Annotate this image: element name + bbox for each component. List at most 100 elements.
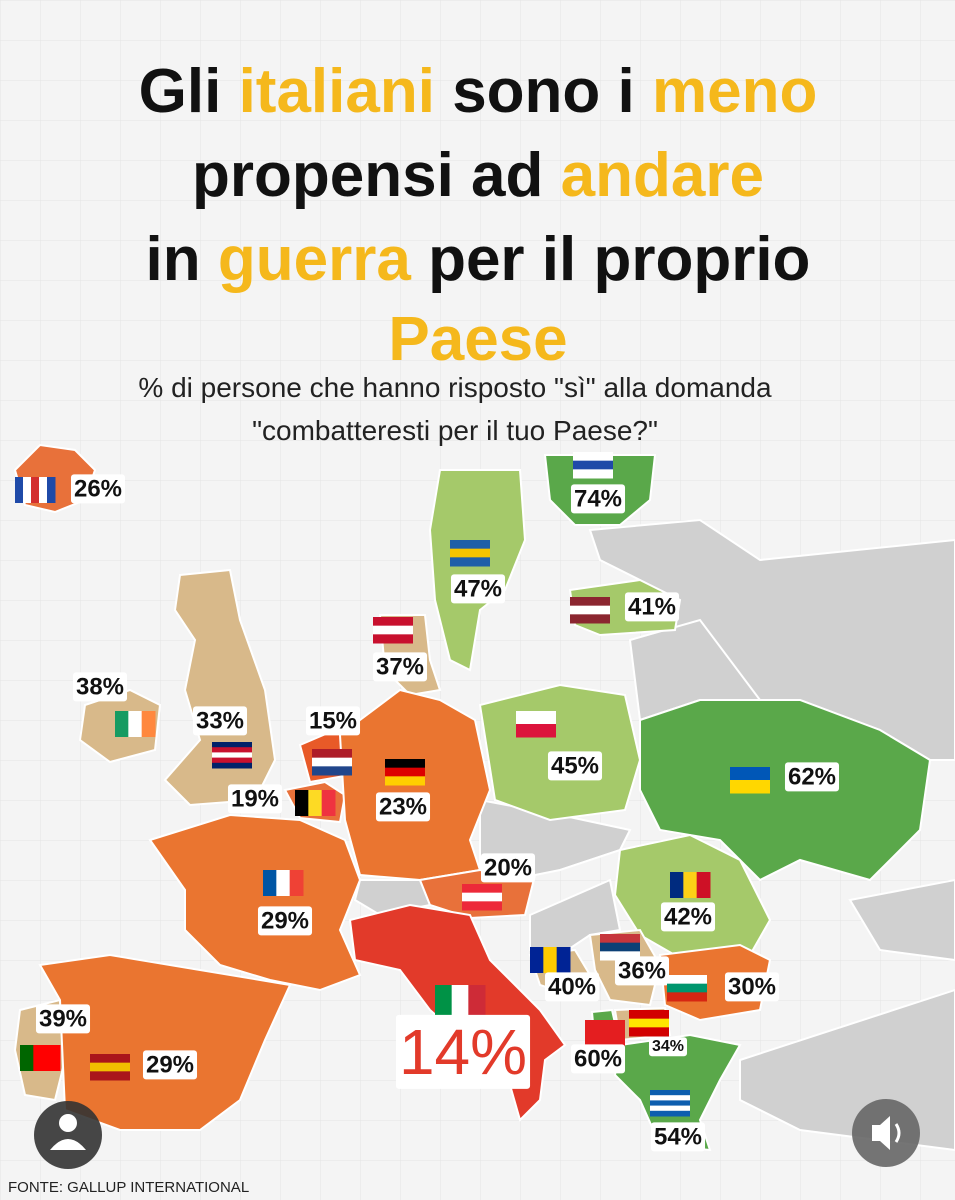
flag-stripe: [385, 759, 425, 769]
label-box: [72, 672, 128, 702]
flag: [312, 749, 352, 776]
flag: [20, 1045, 61, 1071]
country-label: 37%: [376, 653, 424, 680]
flag-stripe: [570, 597, 610, 607]
flag: [629, 1010, 669, 1037]
flag: [462, 884, 502, 911]
flag: [530, 947, 571, 973]
label-box: [395, 1014, 531, 1089]
flag-stripe: [23, 477, 32, 503]
label-box: [570, 1044, 626, 1074]
country-label: 15%: [309, 707, 357, 734]
label-box: [648, 1037, 688, 1057]
flag: [90, 1054, 130, 1081]
other-land: [353, 518, 955, 1152]
flag-stripe: [435, 985, 453, 1019]
flag-stripe: [683, 872, 698, 898]
flag-stripe: [650, 1100, 690, 1107]
flag-stripe: [667, 992, 707, 1002]
country-label: 54%: [654, 1123, 702, 1150]
flag-stripe: [33, 1045, 48, 1071]
flag-stripe: [115, 711, 129, 737]
flag: [667, 975, 707, 1002]
country-label: 41%: [628, 593, 676, 620]
label-box: [450, 574, 506, 604]
flag-stripe: [516, 724, 556, 738]
label-box: [257, 906, 313, 936]
flag-stripe: [312, 757, 352, 767]
flag: [450, 540, 490, 567]
flag-stripe: [600, 942, 640, 952]
flag-stripe: [141, 711, 156, 737]
flag-stripe: [650, 1095, 690, 1101]
flag: [263, 870, 304, 896]
country-label: 19%: [231, 785, 279, 812]
country-label: 29%: [146, 1051, 194, 1078]
flag-stripe: [31, 477, 40, 503]
flag: [585, 1020, 625, 1047]
flag-stripe: [450, 540, 490, 550]
flag-stripe: [373, 634, 413, 644]
label-box: [544, 972, 600, 1002]
label-box: [724, 972, 780, 1002]
flag: [600, 934, 640, 961]
flag-stripe: [730, 780, 770, 794]
profile-button[interactable]: [34, 1101, 102, 1169]
flag-stripe: [321, 790, 336, 816]
flag-stripe: [516, 711, 556, 725]
flag-stripe: [629, 1027, 669, 1037]
flag-stripe: [373, 625, 413, 635]
flag-stripe: [312, 749, 352, 759]
flag-stripe: [600, 934, 640, 944]
label-box: [192, 706, 248, 736]
country-label: 26%: [74, 475, 122, 502]
label-box: [305, 706, 361, 736]
flag-stripe: [573, 460, 613, 470]
flag-stripe: [629, 1018, 669, 1028]
flag: [573, 452, 613, 479]
label-box: [142, 1050, 198, 1080]
flag-stripe: [212, 742, 252, 748]
country: [428, 469, 527, 672]
flag-stripe: [468, 985, 486, 1019]
title-word: italiani: [239, 57, 435, 126]
label-box: [784, 762, 840, 792]
flag-stripe: [212, 747, 252, 753]
title-word: Paese: [388, 305, 567, 374]
flag: [373, 617, 413, 644]
title-line: Paese: [388, 305, 567, 374]
flag: [212, 742, 252, 769]
country-label: 42%: [664, 903, 712, 930]
country-label: 20%: [484, 854, 532, 881]
flag-stripe: [15, 477, 24, 503]
title-word: meno: [652, 57, 817, 126]
country-label: 38%: [76, 673, 124, 700]
flag-stripe: [696, 872, 711, 898]
flag-stripe: [450, 548, 490, 558]
flag-stripe: [90, 1071, 130, 1081]
country-label: 62%: [788, 763, 836, 790]
flag-stripe: [730, 767, 770, 781]
flag-stripe: [570, 614, 610, 624]
flag-stripe: [385, 767, 425, 777]
country-label: 23%: [379, 793, 427, 820]
flag: [670, 872, 711, 898]
flag: [516, 711, 556, 738]
country-label: 60%: [574, 1045, 622, 1072]
flag-stripe: [312, 766, 352, 776]
label-box: [480, 853, 536, 883]
flag-stripe: [289, 870, 304, 896]
labels: 26% 74% 47% 41% 37% 38% 33% 15% 19% 23% 45% 62% 29% 2…: [15, 452, 840, 1152]
subtitle: "combatteresti per il tuo Paese?": [252, 415, 658, 446]
flag: [295, 790, 336, 816]
flag-stripe: [128, 711, 143, 737]
country-label: 74%: [574, 485, 622, 512]
flag-stripe: [212, 762, 252, 769]
audio-button[interactable]: [852, 1099, 920, 1167]
subtitle: % di persone che hanno risposto "sì" all…: [138, 372, 772, 403]
flag-stripe: [20, 1045, 34, 1071]
label-box: [227, 784, 283, 814]
label-box: [650, 1122, 706, 1152]
label-box: [372, 652, 428, 682]
